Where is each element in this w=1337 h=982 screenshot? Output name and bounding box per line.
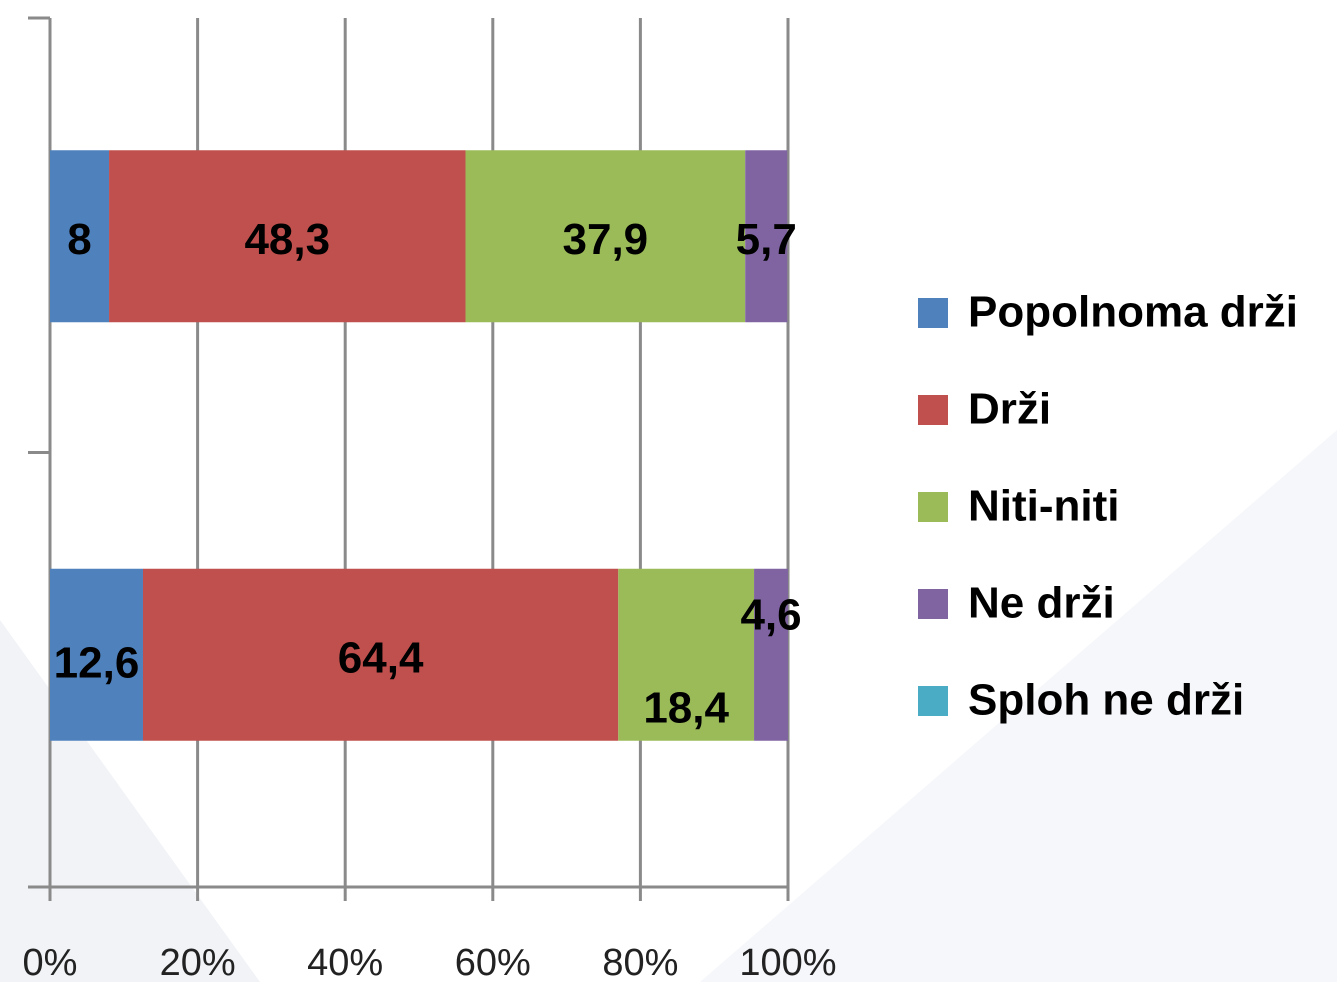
legend-swatch xyxy=(918,395,948,425)
background-shape xyxy=(700,430,1337,982)
bar-segment xyxy=(754,568,788,741)
legend-label: Popolnoma drži xyxy=(968,288,1298,337)
legend-label: Drži xyxy=(968,385,1051,434)
legend-label: Sploh ne drži xyxy=(968,676,1244,725)
data-label: 18,4 xyxy=(643,683,729,732)
x-tick-label: 20% xyxy=(160,942,236,982)
data-label: 5,7 xyxy=(736,215,797,264)
data-label: 4,6 xyxy=(740,590,801,639)
legend-swatch xyxy=(918,686,948,716)
x-tick-label: 80% xyxy=(602,942,678,982)
legend-label: Ne drži xyxy=(968,579,1115,628)
bar-segment xyxy=(50,150,110,323)
bar-segment xyxy=(745,150,788,323)
legend-swatch xyxy=(918,492,948,522)
x-tick-label: 100% xyxy=(739,942,836,982)
data-label: 64,4 xyxy=(338,633,424,682)
x-tick-label: 40% xyxy=(307,942,383,982)
bar-segment xyxy=(465,150,746,323)
data-label: 12,6 xyxy=(54,638,140,687)
bar-segment xyxy=(50,568,143,741)
x-tick-label: 0% xyxy=(23,942,78,982)
x-tick-label: 60% xyxy=(455,942,531,982)
bar-segment xyxy=(109,150,466,323)
data-label: 48,3 xyxy=(244,215,330,264)
data-label: 37,9 xyxy=(563,215,649,264)
legend-swatch xyxy=(918,589,948,619)
bar-segment xyxy=(618,568,755,741)
legend-label: Niti-niti xyxy=(968,482,1120,531)
data-label: 8 xyxy=(67,215,91,264)
legend-swatch xyxy=(918,298,948,328)
bar-segment xyxy=(142,568,619,741)
